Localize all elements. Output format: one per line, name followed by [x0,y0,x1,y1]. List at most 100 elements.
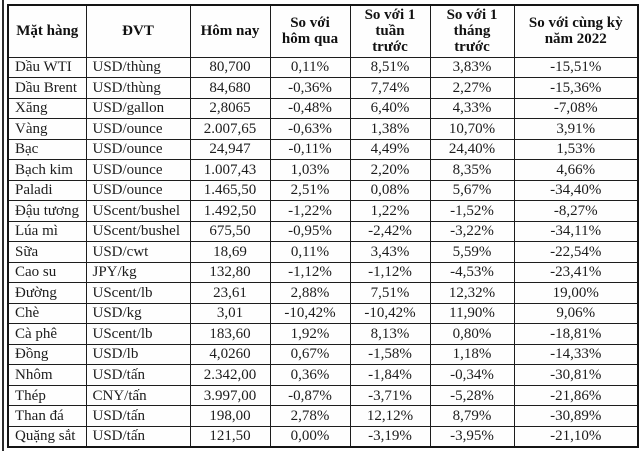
today-price-cell: 1.492,50 [189,200,271,222]
header-commodity: Mặt hàng [7,4,87,58]
vs-week-cell: 8,51% [349,56,431,79]
vs-yesterday-cell: 0,36% [269,364,351,386]
vs-week-cell: -3,19% [349,425,431,448]
unit-cell: USD/ounce [85,118,191,140]
vs-yesterday-cell: -0,11% [269,138,351,161]
vs-month-cell: -4,53% [429,261,515,284]
commodity-name-cell: Lúa mì [7,220,87,243]
unit-cell: USD/kg [85,302,191,325]
table-row: Chè USD/kg 3,01 -10,42% -10,42% 11,90% 9,06% [7,302,639,325]
commodity-name-cell: Thép [7,384,87,407]
unit-cell: USD/tấn [85,425,191,448]
table-row: Than đá USD/tấn 198,00 2,78% 12,12% 8,79% -30,… [7,405,639,427]
vs-2022-cell: -23,41% [513,261,639,284]
today-price-cell: 2.342,00 [189,364,271,386]
today-price-cell: 121,50 [189,425,271,448]
vs-month-cell: 8,35% [429,159,515,181]
unit-cell: USD/tấn [85,405,191,427]
commodity-name-cell: Đường [7,282,87,304]
crop-artifact-line [2,0,4,451]
vs-week-cell: 3,43% [349,241,431,263]
vs-yesterday-cell: -1,22% [269,200,351,222]
vs-yesterday-cell: -0,87% [269,384,351,407]
vs-2022-cell: 1,53% [513,138,639,161]
table-row: Đậu tương UScent/bushel 1.492,50 -1,22% 1,22… [7,200,639,222]
vs-month-cell: -0,34% [429,364,515,386]
vs-week-cell: -1,12% [349,261,431,284]
header-vs-week: So với 1 tuần trước [349,4,431,58]
vs-2022-cell: -15,36% [513,77,639,99]
commodity-price-table: Mặt hàng ĐVT Hôm nay So với hôm qua So v… [7,4,639,448]
vs-2022-cell: -8,27% [513,200,639,222]
vs-month-cell: 10,70% [429,118,515,140]
vs-week-cell: 0,08% [349,179,431,202]
today-price-cell: 23,61 [189,282,271,304]
vs-2022-cell: -34,11% [513,220,639,243]
unit-cell: USD/ounce [85,179,191,202]
today-price-cell: 2.007,65 [189,118,271,140]
vs-2022-cell: -22,54% [513,241,639,263]
unit-cell: UScent/lb [85,323,191,345]
unit-cell: UScent/bushel [85,200,191,222]
unit-cell: UScent/lb [85,282,191,304]
vs-month-cell: 5,59% [429,241,515,263]
table-row: Bạch kim USD/ounce 1.007,43 1,03% 2,20% 8,35%… [7,159,639,181]
vs-month-cell: 2,27% [429,77,515,99]
vs-month-cell: -3,95% [429,425,515,448]
vs-2022-cell: 9,06% [513,302,639,325]
table-row: Dầu Brent USD/thùng 84,680 -0,36% 7,74% 2,27%… [7,77,639,99]
today-price-cell: 4,0260 [189,343,271,366]
vs-yesterday-cell: 1,92% [269,323,351,345]
vs-2022-cell: -18,81% [513,323,639,345]
commodity-name-cell: Nhôm [7,364,87,386]
vs-yesterday-cell: -10,42% [269,302,351,325]
vs-week-cell: 2,20% [349,159,431,181]
vs-2022-cell: -7,08% [513,97,639,120]
vs-week-cell: 1,22% [349,200,431,222]
unit-cell: USD/ounce [85,159,191,181]
table-row: Đồng USD/lb 4,0260 0,67% -1,58% 1,18% -14,33% [7,343,639,366]
table-body: Dầu WTI USD/thùng 80,700 0,11% 8,51% 3,83% -15… [7,56,639,448]
vs-month-cell: 3,83% [429,56,515,79]
vs-week-cell: 7,51% [349,282,431,304]
table-row: Xăng USD/gallon 2,8065 -0,48% 6,40% 4,33% -7,0… [7,97,639,120]
unit-cell: USD/thùng [85,56,191,79]
table-row: Đường UScent/lb 23,61 2,88% 7,51% 12,32% 19,00… [7,282,639,304]
unit-cell: USD/tấn [85,364,191,386]
vs-week-cell: 12,12% [349,405,431,427]
unit-cell: JPY/kg [85,261,191,284]
today-price-cell: 80,700 [189,56,271,79]
today-price-cell: 3,01 [189,302,271,325]
vs-yesterday-cell: 2,88% [269,282,351,304]
vs-yesterday-cell: -0,48% [269,97,351,120]
vs-month-cell: -5,28% [429,384,515,407]
today-price-cell: 1.465,50 [189,179,271,202]
vs-2022-cell: 19,00% [513,282,639,304]
table-row: Nhôm USD/tấn 2.342,00 0,36% -1,84% -0,34% -30,… [7,364,639,386]
vs-yesterday-cell: 1,03% [269,159,351,181]
vs-month-cell: 24,40% [429,138,515,161]
unit-cell: USD/lb [85,343,191,366]
vs-2022-cell: -30,89% [513,405,639,427]
table-row: Cà phê UScent/lb 183,60 1,92% 8,13% 0,80% -18,… [7,323,639,345]
header-vs-month: So với 1 tháng trước [429,4,515,58]
unit-cell: UScent/bushel [85,220,191,243]
vs-month-cell: 4,33% [429,97,515,120]
unit-cell: USD/gallon [85,97,191,120]
commodity-name-cell: Sữa [7,241,87,263]
vs-month-cell: 5,67% [429,179,515,202]
commodity-name-cell: Xăng [7,97,87,120]
vs-yesterday-cell: 0,67% [269,343,351,366]
table-row: Bạc USD/ounce 24,947 -0,11% 4,49% 24,40% 1,53% [7,138,639,161]
vs-2022-cell: 4,66% [513,159,639,181]
vs-yesterday-cell: -1,12% [269,261,351,284]
vs-month-cell: 12,32% [429,282,515,304]
vs-yesterday-cell: 0,00% [269,425,351,448]
vs-yesterday-cell: 0,11% [269,241,351,263]
vs-yesterday-cell: 2,51% [269,179,351,202]
commodity-name-cell: Cà phê [7,323,87,345]
vs-2022-cell: -14,33% [513,343,639,366]
vs-month-cell: 0,80% [429,323,515,345]
table-row: Vàng USD/ounce 2.007,65 -0,63% 1,38% 10,70% 3,… [7,118,639,140]
commodity-name-cell: Đậu tương [7,200,87,222]
